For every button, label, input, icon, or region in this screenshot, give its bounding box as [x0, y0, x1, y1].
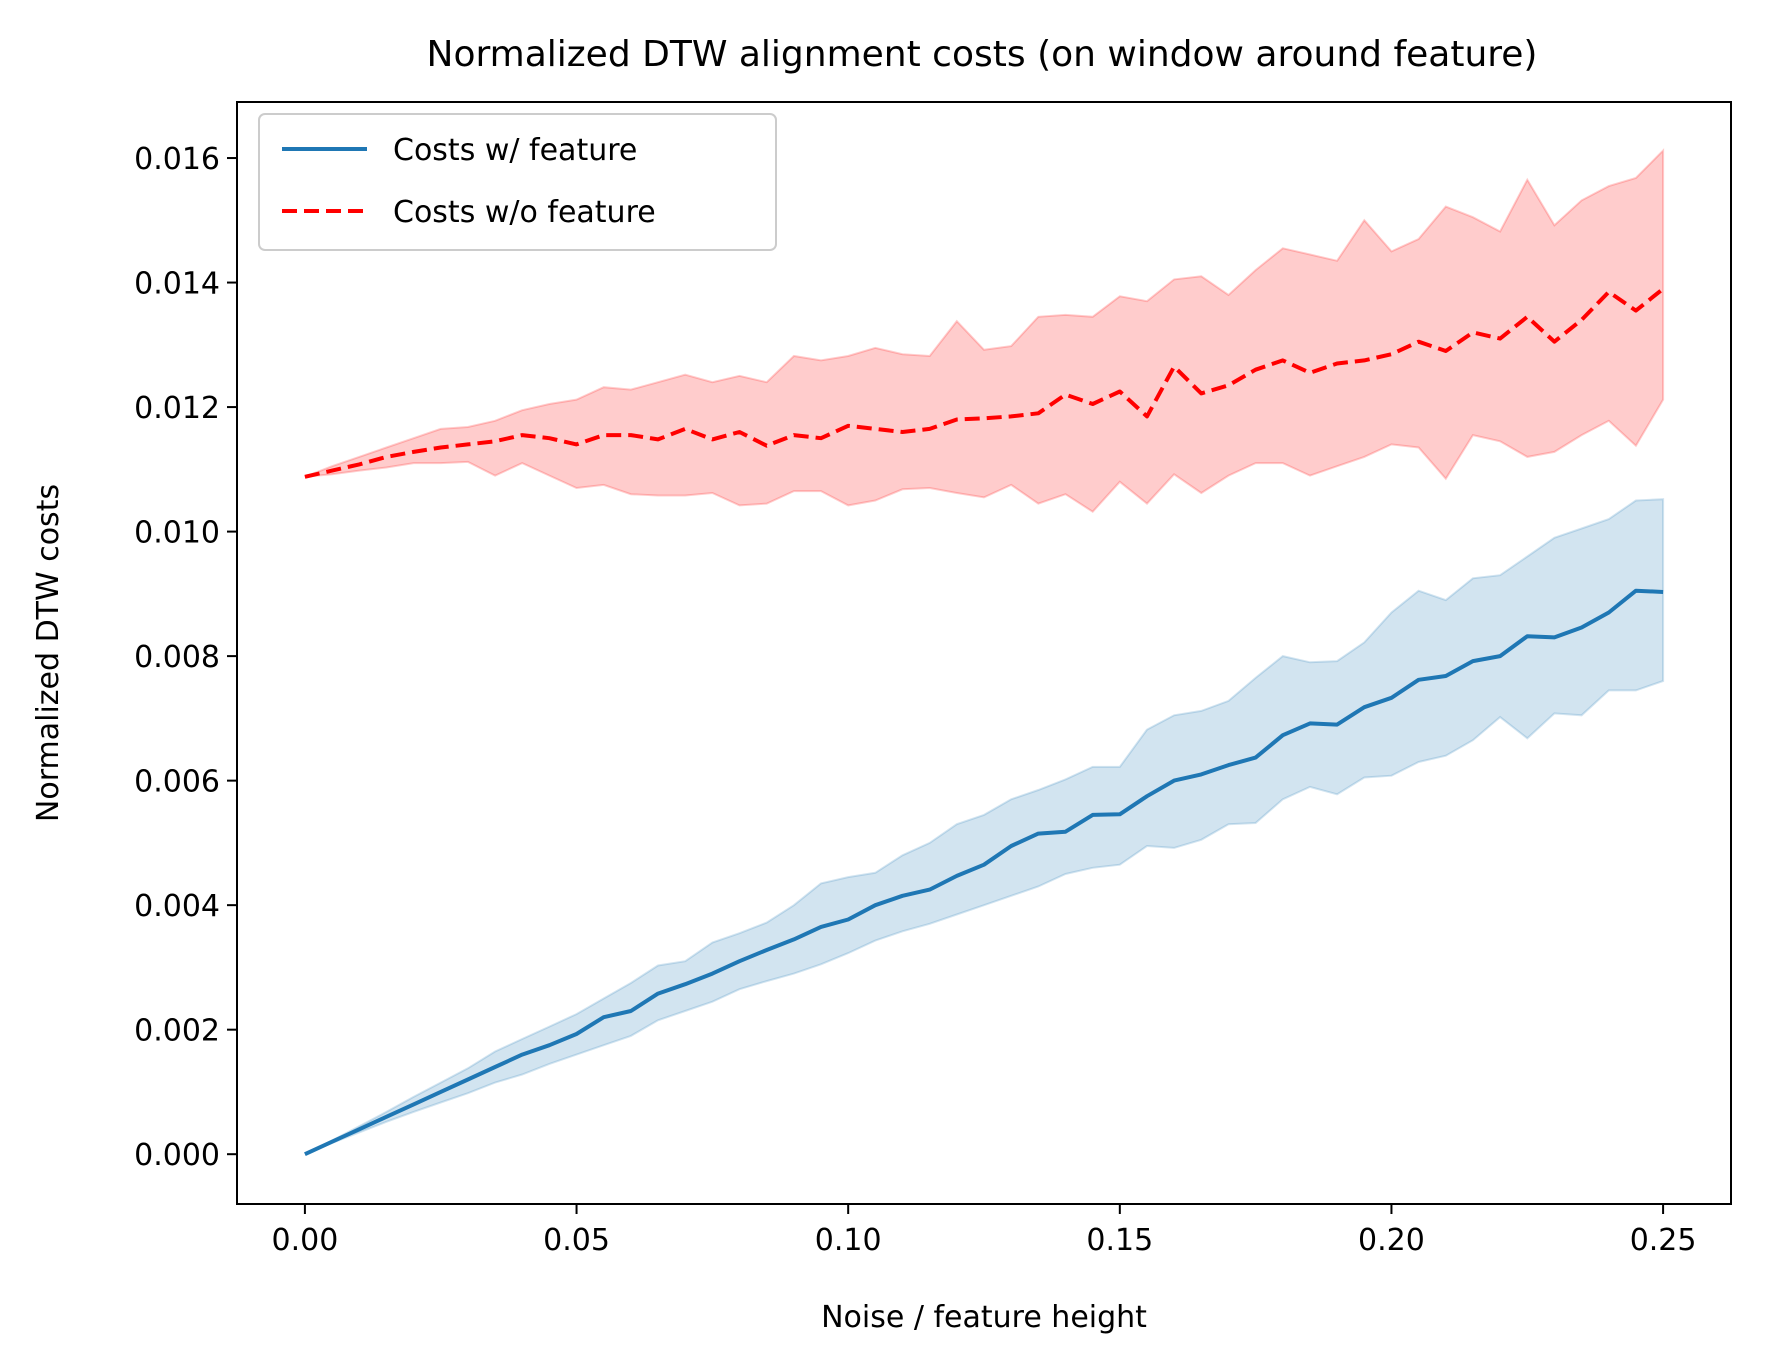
x-tick-label: 0.10 — [815, 1223, 882, 1258]
y-tick-label: 0.006 — [134, 765, 220, 800]
plot-frame — [236, 101, 1732, 1205]
legend: Costs w/ feature Costs w/o feature — [258, 113, 777, 251]
y-tick-label: 0.004 — [134, 889, 220, 924]
x-tick-label: 0.15 — [1086, 1223, 1153, 1258]
legend-label-costs-with-feature: Costs w/ feature — [393, 133, 637, 168]
y-axis-label: Normalized DTW costs — [31, 484, 66, 822]
x-axis-ticks: 0.00 0.05 0.10 0.15 0.20 0.25 — [272, 1204, 1697, 1258]
y-axis-ticks: 0.000 0.002 0.004 0.006 0.008 0.010 0.012 0.014… — [134, 142, 237, 1173]
x-tick-label: 0.25 — [1630, 1223, 1697, 1258]
x-tick-label: 0.20 — [1358, 1223, 1425, 1258]
line-costs-with-feature — [304, 588, 1664, 1157]
y-tick-label: 0.010 — [134, 516, 220, 551]
x-tick-label: 0.05 — [543, 1223, 610, 1258]
y-tick-label: 0.012 — [134, 391, 220, 426]
y-tick-label: 0.000 — [134, 1138, 220, 1173]
chart-title: Normalized DTW alignment costs (on windo… — [427, 34, 1538, 75]
legend-box — [258, 113, 777, 251]
line-costs-without-feature — [304, 287, 1665, 479]
x-tick-label: 0.00 — [272, 1223, 339, 1258]
y-tick-label: 0.016 — [134, 142, 220, 177]
legend-label-costs-without-feature: Costs w/o feature — [393, 195, 656, 230]
y-tick-label: 0.002 — [134, 1014, 220, 1049]
y-tick-label: 0.008 — [134, 640, 220, 675]
series-lines — [304, 287, 1665, 1157]
band-costs-without-feature — [304, 148, 1665, 513]
y-tick-label: 0.014 — [134, 267, 220, 302]
x-axis-label: Noise / feature height — [821, 1300, 1147, 1335]
